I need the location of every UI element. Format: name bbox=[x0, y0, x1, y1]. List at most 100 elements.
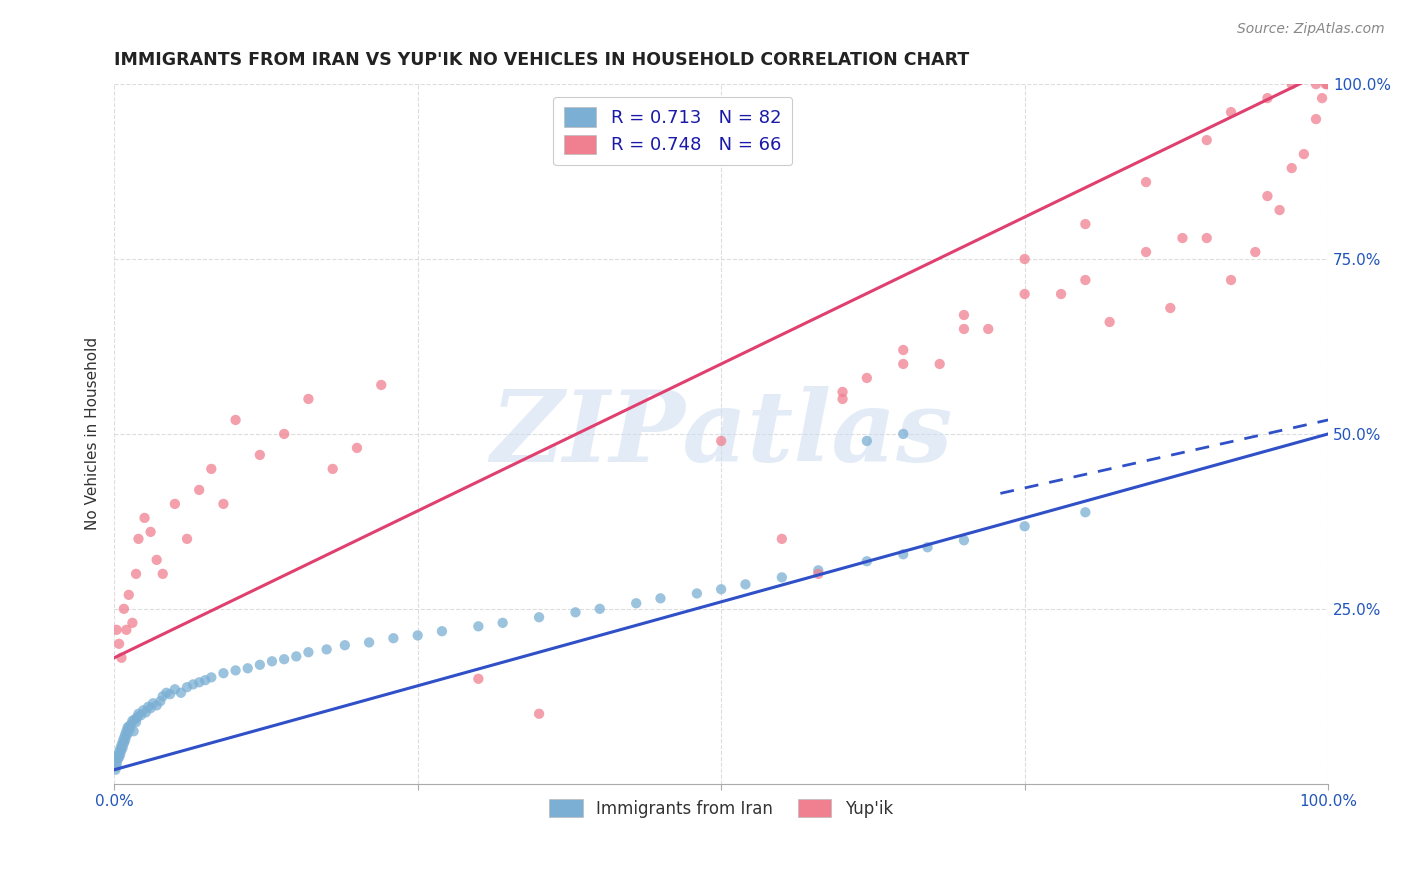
Point bbox=[527, 706, 550, 721]
Point bbox=[891, 343, 914, 357]
Point bbox=[115, 729, 138, 743]
Point bbox=[297, 645, 319, 659]
Point bbox=[200, 670, 222, 684]
Point bbox=[225, 413, 247, 427]
Point bbox=[111, 735, 134, 749]
Point bbox=[1305, 77, 1327, 91]
Point bbox=[121, 615, 143, 630]
Point bbox=[159, 687, 181, 701]
Point bbox=[118, 719, 141, 733]
Point bbox=[260, 654, 283, 668]
Point bbox=[118, 722, 141, 736]
Point bbox=[108, 637, 131, 651]
Point bbox=[134, 511, 156, 525]
Point bbox=[225, 664, 247, 678]
Point bbox=[249, 448, 271, 462]
Point bbox=[831, 392, 853, 406]
Point bbox=[710, 582, 733, 597]
Point bbox=[127, 532, 149, 546]
Point bbox=[115, 724, 138, 739]
Point bbox=[170, 686, 193, 700]
Point bbox=[285, 649, 308, 664]
Point bbox=[322, 462, 344, 476]
Point bbox=[346, 441, 368, 455]
Point bbox=[163, 497, 186, 511]
Point bbox=[1292, 147, 1315, 161]
Point bbox=[176, 532, 198, 546]
Point bbox=[624, 596, 647, 610]
Point bbox=[1074, 273, 1097, 287]
Point bbox=[856, 554, 879, 568]
Point bbox=[359, 635, 381, 649]
Point bbox=[807, 566, 830, 581]
Point bbox=[139, 701, 162, 715]
Point bbox=[953, 322, 976, 336]
Point bbox=[194, 673, 217, 688]
Point bbox=[1074, 217, 1097, 231]
Point bbox=[1074, 505, 1097, 519]
Point bbox=[273, 426, 295, 441]
Point bbox=[110, 741, 132, 756]
Point bbox=[1135, 175, 1157, 189]
Point bbox=[1014, 519, 1036, 533]
Point bbox=[1014, 287, 1036, 301]
Point bbox=[200, 462, 222, 476]
Point bbox=[236, 661, 259, 675]
Point bbox=[129, 708, 152, 723]
Point bbox=[856, 434, 879, 448]
Point bbox=[1050, 287, 1073, 301]
Point bbox=[1159, 301, 1181, 315]
Point bbox=[1316, 77, 1339, 91]
Point bbox=[1195, 133, 1218, 147]
Point bbox=[212, 666, 235, 681]
Point bbox=[125, 715, 148, 730]
Point bbox=[212, 497, 235, 511]
Point bbox=[977, 322, 1000, 336]
Point bbox=[152, 690, 174, 704]
Point bbox=[564, 605, 586, 619]
Text: ZIPatlas: ZIPatlas bbox=[489, 385, 952, 483]
Point bbox=[188, 483, 211, 497]
Point bbox=[891, 357, 914, 371]
Point bbox=[527, 610, 550, 624]
Point bbox=[856, 371, 879, 385]
Point bbox=[406, 628, 429, 642]
Point bbox=[139, 524, 162, 539]
Point bbox=[1310, 91, 1333, 105]
Point bbox=[770, 532, 793, 546]
Point bbox=[1098, 315, 1121, 329]
Point bbox=[117, 726, 139, 740]
Point bbox=[686, 586, 709, 600]
Point bbox=[105, 759, 128, 773]
Legend: Immigrants from Iran, Yup'ik: Immigrants from Iran, Yup'ik bbox=[543, 792, 900, 824]
Point bbox=[1281, 161, 1303, 175]
Point bbox=[105, 623, 128, 637]
Point bbox=[110, 650, 132, 665]
Point bbox=[1281, 77, 1303, 91]
Point bbox=[770, 570, 793, 584]
Point bbox=[1195, 231, 1218, 245]
Point bbox=[1256, 91, 1278, 105]
Point bbox=[135, 706, 157, 720]
Y-axis label: No Vehicles in Household: No Vehicles in Household bbox=[86, 337, 100, 531]
Point bbox=[1171, 231, 1194, 245]
Point bbox=[650, 591, 672, 606]
Point bbox=[155, 686, 177, 700]
Point bbox=[1244, 245, 1267, 260]
Point bbox=[127, 706, 149, 721]
Point bbox=[1256, 189, 1278, 203]
Point bbox=[136, 699, 159, 714]
Point bbox=[315, 642, 337, 657]
Point bbox=[124, 712, 146, 726]
Point bbox=[176, 680, 198, 694]
Point bbox=[953, 308, 976, 322]
Point bbox=[807, 563, 830, 577]
Point bbox=[1317, 77, 1340, 91]
Point bbox=[188, 675, 211, 690]
Point bbox=[928, 357, 950, 371]
Point bbox=[111, 740, 134, 755]
Point bbox=[467, 619, 489, 633]
Point bbox=[891, 547, 914, 561]
Point bbox=[181, 677, 204, 691]
Point bbox=[831, 384, 853, 399]
